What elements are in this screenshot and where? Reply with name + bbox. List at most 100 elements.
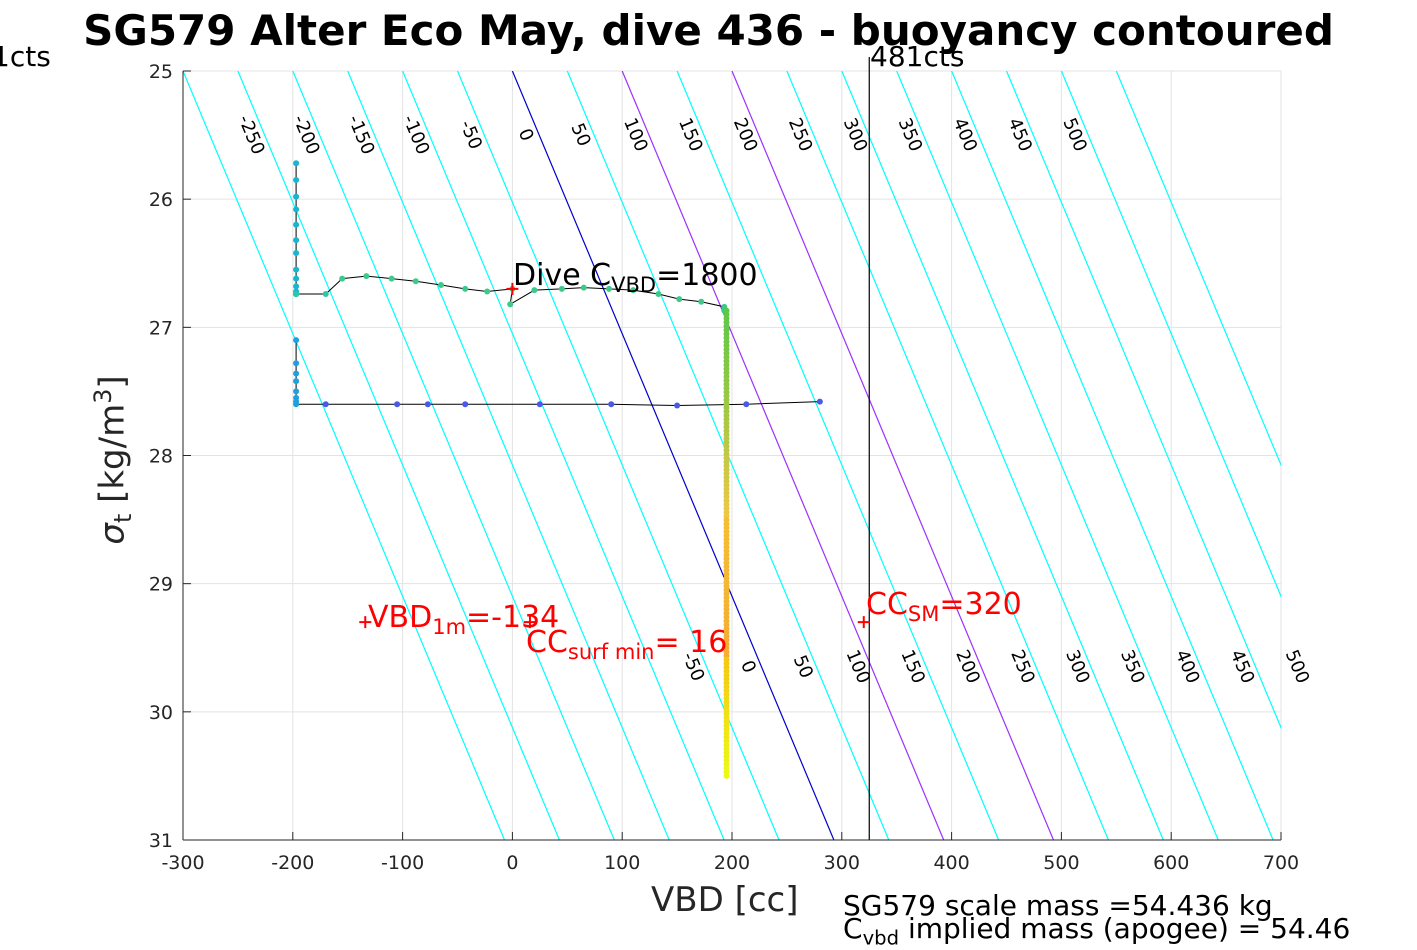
contour-line xyxy=(183,71,506,840)
dive-point xyxy=(698,298,705,305)
dive-c-value: =1800 xyxy=(656,258,758,293)
dive-point xyxy=(438,282,445,289)
cc-surf-sub: surf min xyxy=(567,640,655,664)
dive-point xyxy=(412,278,419,285)
contour-label-top: -250 xyxy=(234,112,269,158)
climb-trace-line xyxy=(295,340,820,407)
contour-line xyxy=(951,71,1274,840)
cc-surf-value: = 16 xyxy=(654,625,728,660)
climb-point xyxy=(322,401,329,408)
cc-surf-main: CC xyxy=(526,625,568,660)
contour-label-top: 500 xyxy=(1058,115,1091,155)
contour-label-bottom: 50 xyxy=(789,652,817,681)
x-tick-label: 600 xyxy=(1153,852,1189,874)
contour-line xyxy=(841,71,1164,840)
cc-sm-label: CCSM=320 xyxy=(866,587,1022,626)
contour-label-top: -50 xyxy=(455,117,486,152)
y-axis-close: ] xyxy=(92,375,133,389)
x-tick-label: 0 xyxy=(506,852,518,874)
contour-label-top: 0 xyxy=(514,126,538,145)
contour-label-top: 150 xyxy=(674,115,707,155)
x-tick-label: -300 xyxy=(161,852,204,874)
contour-label-top: 200 xyxy=(729,115,762,155)
y-axis-sub: t xyxy=(109,513,138,524)
dive-point xyxy=(339,275,346,282)
contour-label-top: -200 xyxy=(288,112,323,158)
contour-label-bottom: 200 xyxy=(951,647,984,687)
dive-point xyxy=(388,275,395,282)
dive-point xyxy=(630,287,637,294)
markers xyxy=(359,282,870,629)
implied-mass-sub: vbd xyxy=(862,926,900,950)
contour-line xyxy=(292,71,615,840)
buoyancy-contours xyxy=(183,71,1281,840)
contour-line xyxy=(402,71,725,840)
contour-label-bottom: 500 xyxy=(1281,647,1314,687)
chart-title: SG579 Alter Eco May, dive 436 - buoyancy… xyxy=(83,6,1334,55)
dive-point xyxy=(484,288,491,295)
x-tick-label: -200 xyxy=(271,852,314,874)
x-tick-label: 300 xyxy=(824,852,860,874)
climb-point xyxy=(462,401,469,408)
climb-point xyxy=(743,401,750,408)
contour-line xyxy=(347,71,670,840)
contour-label-top: 250 xyxy=(784,115,817,155)
contour-line xyxy=(621,71,945,840)
dive-point xyxy=(507,301,514,308)
cc-surf-min-label: CCsurf min= 16 xyxy=(526,625,727,664)
climb-point xyxy=(293,360,300,367)
climb-point xyxy=(608,401,615,408)
contour-label-bottom: 300 xyxy=(1061,647,1094,687)
grid-lines xyxy=(182,70,1282,841)
contour-line xyxy=(896,71,1219,840)
dive-c-vbd-label: Dive CVBD=1800 xyxy=(513,258,758,297)
dive-point xyxy=(363,273,370,280)
climb-point xyxy=(293,401,300,408)
climb-point xyxy=(394,401,401,408)
contour-label-bottom: 350 xyxy=(1116,647,1149,687)
contour-line xyxy=(1115,71,1281,467)
contour-label-top: -100 xyxy=(398,112,433,158)
y-tick-label: 26 xyxy=(149,189,173,211)
left-cts-label: 1cts xyxy=(0,40,51,73)
contour-label-top: -150 xyxy=(343,112,378,158)
dive-trace xyxy=(293,160,823,779)
dive-point xyxy=(293,266,300,273)
dive-point xyxy=(676,296,683,303)
climb-point xyxy=(424,401,431,408)
cc-sm-sub: SM xyxy=(907,602,940,626)
dive-point xyxy=(293,283,300,290)
contour-line xyxy=(676,71,1000,840)
vbd-1m-sub: 1m xyxy=(432,615,467,639)
contour-line xyxy=(511,71,835,840)
y-axis-units: [kg/m xyxy=(92,403,133,514)
y-tick-label: 25 xyxy=(149,61,173,83)
dive-point xyxy=(293,160,300,167)
climb-point xyxy=(293,378,300,385)
contour-label-top: 400 xyxy=(949,115,982,155)
dive-point xyxy=(462,285,469,292)
y-tick-label: 30 xyxy=(149,702,173,724)
dive-point xyxy=(580,284,587,291)
implied-mass-c: C xyxy=(843,912,863,945)
dive-point xyxy=(531,287,538,294)
contour-label-top: 100 xyxy=(619,115,652,155)
vbd-1m-value: =-134 xyxy=(466,600,560,635)
dive-point xyxy=(293,206,300,213)
climb-point xyxy=(293,388,300,395)
axes-frame xyxy=(182,70,1282,841)
x-tick-label: 200 xyxy=(714,852,750,874)
dive-point xyxy=(558,285,565,292)
dive-c-main: Dive C xyxy=(513,258,612,293)
tick-labels: -250 -200 -150 -100 -50 0 50 100 150 200 250 300 350… xyxy=(149,61,1314,874)
y-tick-label: 29 xyxy=(149,574,173,596)
climb-point xyxy=(674,402,681,409)
dive-point xyxy=(293,275,300,282)
dive-point xyxy=(293,291,300,298)
contour-line xyxy=(731,71,1055,840)
contour-label-bottom: 400 xyxy=(1171,647,1204,687)
implied-mass-rest: implied mass (apogee) = 54.46 xyxy=(899,912,1351,945)
right-cts-label: 481cts xyxy=(870,40,965,73)
contour-label-top: 300 xyxy=(839,115,872,155)
